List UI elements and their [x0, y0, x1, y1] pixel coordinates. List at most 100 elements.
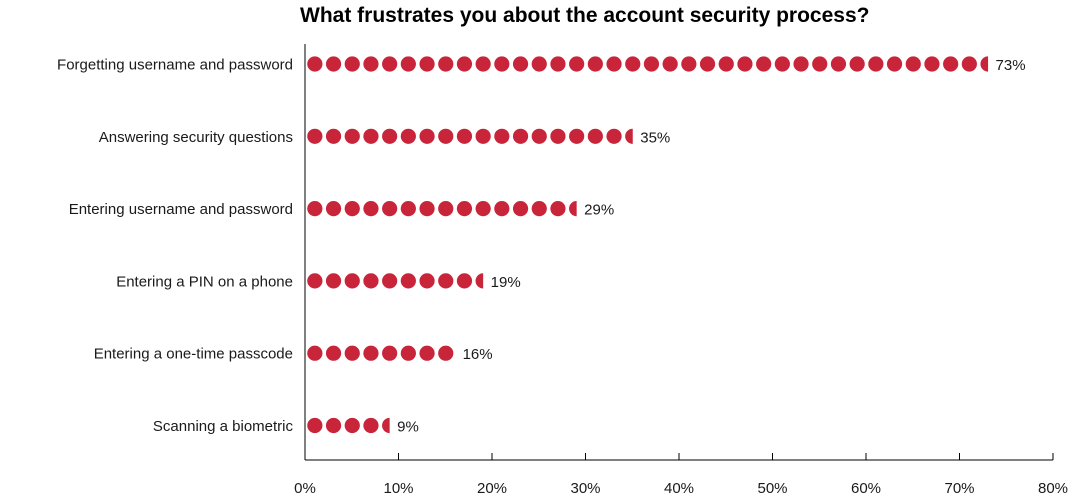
x-tick-label: 70% — [944, 480, 974, 497]
data-dot — [569, 128, 585, 144]
data-half-dot — [980, 56, 989, 72]
data-dot — [531, 201, 547, 217]
data-dot — [456, 273, 473, 289]
data-label: 29% — [584, 202, 614, 219]
data-dot — [344, 56, 360, 72]
data-dot — [550, 56, 566, 72]
data-dot — [494, 201, 510, 217]
data-dot — [419, 201, 435, 217]
data-dot — [699, 56, 716, 72]
data-dot — [363, 128, 379, 144]
data-dot — [382, 345, 398, 361]
data-dot — [550, 128, 566, 144]
data-dot — [774, 56, 790, 72]
data-dot — [531, 128, 547, 144]
data-dot — [830, 56, 847, 72]
data-dot — [382, 273, 398, 289]
data-dot — [344, 201, 360, 217]
data-dot — [438, 128, 454, 144]
data-dot — [643, 56, 660, 72]
data-dot — [812, 56, 828, 72]
data-dot — [550, 201, 566, 217]
x-tick-label: 60% — [851, 480, 881, 497]
chart-title: What frustrates you about the account se… — [300, 4, 870, 27]
x-tick-label: 10% — [383, 480, 413, 497]
data-dot — [456, 56, 473, 72]
x-tick-label: 40% — [664, 480, 694, 497]
data-dot — [363, 56, 379, 72]
data-dot — [849, 56, 865, 72]
data-dot — [531, 56, 547, 72]
data-dot — [494, 56, 510, 72]
data-dot — [569, 56, 585, 72]
data-dot — [382, 128, 398, 144]
data-dot — [587, 128, 603, 144]
data-dot — [382, 56, 398, 72]
data-dot — [382, 201, 398, 217]
category-label: Forgetting username and password — [57, 57, 293, 74]
x-tick-label: 0% — [294, 480, 316, 497]
data-dot — [325, 417, 342, 434]
x-tick-label: 80% — [1038, 480, 1068, 497]
data-dot — [400, 56, 416, 72]
data-dot — [438, 201, 454, 217]
data-dot — [363, 201, 379, 217]
data-dot — [512, 201, 529, 217]
data-label: 35% — [640, 129, 670, 146]
data-half-dot — [569, 201, 577, 217]
data-dot — [307, 273, 323, 289]
data-dot — [943, 56, 959, 72]
x-tick-label: 50% — [757, 480, 787, 497]
data-dot — [325, 273, 342, 289]
data-dot — [438, 56, 454, 72]
data-dot — [512, 128, 529, 144]
data-half-dot — [382, 417, 390, 434]
data-dot — [438, 345, 454, 361]
data-dot — [419, 56, 435, 72]
data-dot — [344, 345, 360, 361]
category-label: Entering a one-time passcode — [94, 346, 293, 363]
data-dot — [475, 128, 491, 144]
data-dot — [662, 56, 678, 72]
category-label: Entering a PIN on a phone — [116, 273, 293, 290]
data-label: 16% — [463, 346, 493, 363]
data-dot — [344, 273, 360, 289]
data-dot — [344, 128, 360, 144]
data-dot — [400, 201, 416, 217]
data-dot — [756, 56, 772, 72]
data-dot — [512, 56, 529, 72]
data-dot — [456, 201, 473, 217]
category-label: Scanning a biometric — [153, 418, 294, 435]
data-dot — [868, 56, 884, 72]
data-dot — [325, 128, 342, 144]
data-dot — [400, 273, 416, 289]
data-dot — [681, 56, 697, 72]
data-label: 73% — [996, 57, 1026, 74]
data-dot — [961, 56, 977, 72]
data-dot — [438, 273, 454, 289]
data-dot — [886, 56, 903, 72]
data-dot — [587, 56, 603, 72]
data-dot — [419, 345, 435, 361]
data-dot — [307, 417, 323, 434]
category-label: Answering security questions — [99, 129, 293, 146]
data-dot — [307, 56, 323, 72]
data-dot — [475, 201, 491, 217]
data-label: 19% — [491, 274, 521, 291]
data-half-dot — [625, 128, 633, 144]
data-dot — [307, 201, 323, 217]
data-dot — [737, 56, 753, 72]
data-dot — [325, 201, 342, 217]
data-dot — [400, 128, 416, 144]
data-dot — [419, 128, 435, 144]
data-dot — [307, 345, 323, 361]
category-label: Entering username and password — [69, 201, 293, 218]
data-dot — [363, 417, 379, 434]
data-dot — [363, 273, 379, 289]
data-dot — [400, 345, 416, 361]
data-dot — [456, 128, 473, 144]
x-tick-label: 20% — [477, 480, 507, 497]
data-dot — [718, 56, 734, 72]
data-dot — [606, 56, 622, 72]
